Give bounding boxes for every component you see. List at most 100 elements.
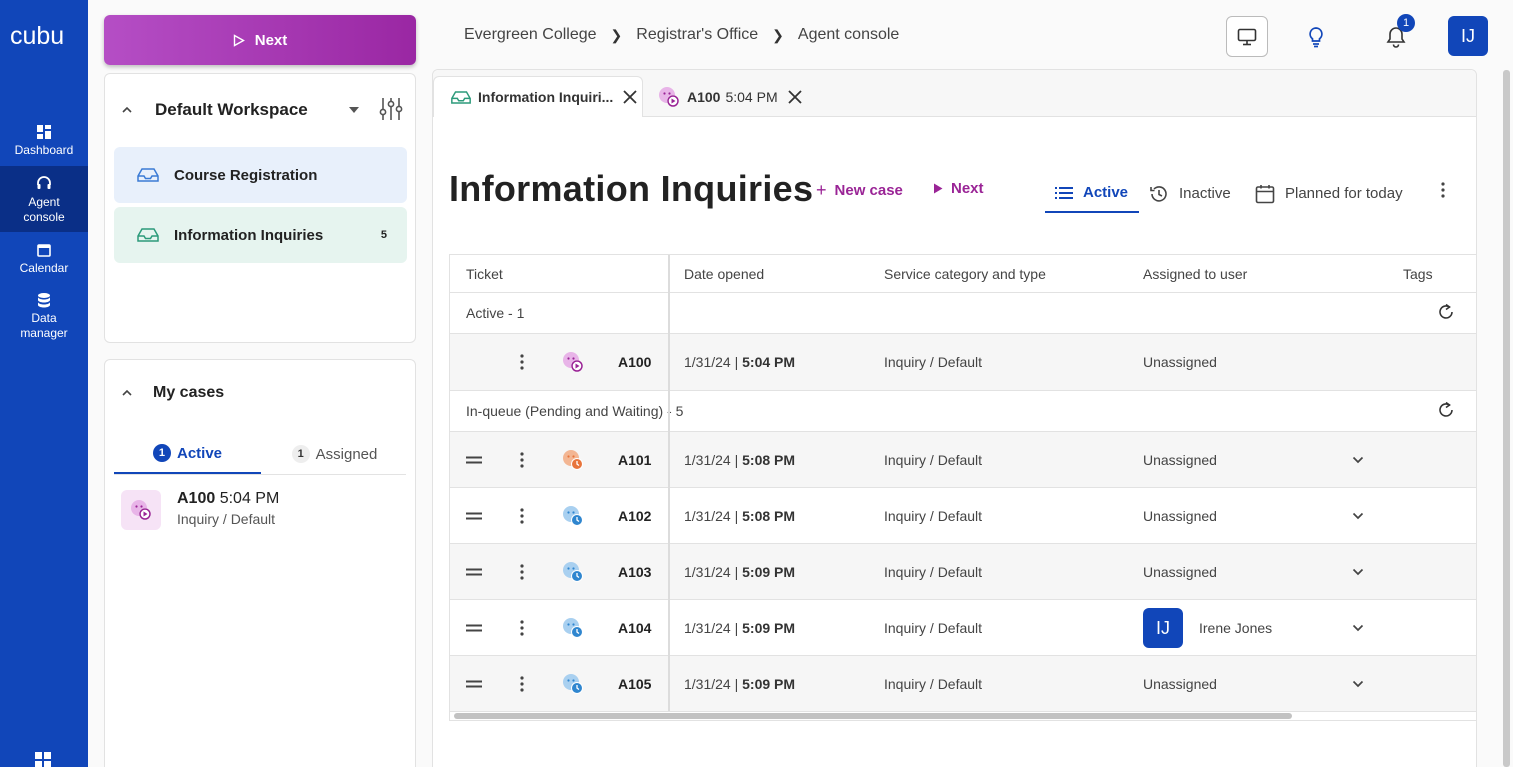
table-row[interactable]: A105 1/31/24 | 5:09 PM Inquiry / Default Un… [450,656,1476,712]
chevron-up-icon[interactable] [121,104,133,116]
column-header-ticket[interactable]: Ticket [466,265,503,282]
more-vert-icon[interactable] [520,620,524,636]
time-value: 5:09 PM [742,564,796,580]
table-row[interactable]: A103 1/31/24 | 5:09 PM Inquiry / Default Un… [450,544,1476,600]
doc-tab-information-inquiries[interactable]: Information Inquiri... [433,76,643,117]
date-value: 1/31/24 | [684,508,743,524]
chevron-down-icon[interactable] [1352,568,1364,576]
breadcrumb-item[interactable]: Registrar's Office [636,26,759,43]
chat-waiting-icon [563,562,583,582]
drag-handle-icon[interactable] [466,567,482,577]
divider [450,487,1476,488]
drag-handle-icon[interactable] [466,511,482,521]
more-vert-icon[interactable] [520,354,524,370]
tab-my-cases-assigned[interactable]: 1 Assigned [261,434,408,474]
more-vert-icon[interactable] [520,508,524,524]
group-header-active: Active - 1 [450,293,1476,333]
drag-handle-icon[interactable] [466,679,482,689]
refresh-icon[interactable] [1437,401,1455,419]
chat-play-icon [563,352,583,372]
chevron-up-icon[interactable] [121,387,133,399]
ticket-number[interactable]: A100 [618,354,652,370]
breadcrumb-item[interactable]: Evergreen College [464,26,597,43]
ticket-number[interactable]: A102 [618,508,652,524]
divider [450,292,1476,293]
chevron-down-icon[interactable] [1352,512,1364,520]
rail-item-label: Data manager [20,311,68,340]
more-vert-icon[interactable] [520,676,524,692]
rail-item-data-manager[interactable]: Data manager [0,292,88,344]
screen-share-button[interactable] [1226,16,1268,57]
tab-label: Assigned [315,445,378,463]
column-header-assigned[interactable]: Assigned to user [1143,265,1248,282]
tab-view-active[interactable]: Active [1045,174,1139,213]
new-case-button[interactable]: + New case [816,180,903,201]
more-vert-icon[interactable] [520,564,524,580]
close-icon[interactable] [787,89,802,104]
notifications-button[interactable]: 1 [1375,14,1417,57]
table-row[interactable]: A104 1/31/24 | 5:09 PM Inquiry / Default IJ… [450,600,1476,656]
vertical-scrollbar[interactable] [1503,70,1510,767]
service-type: Inquiry / Default [884,620,983,636]
tips-button[interactable] [1295,16,1337,57]
chevron-right-icon: ❯ [610,26,623,43]
my-case-item[interactable]: A100 5:04 PM Inquiry / Default [121,490,279,530]
lightbulb-icon [1309,26,1323,47]
assigned-user: Unassigned [1143,508,1217,524]
caret-down-icon[interactable] [349,107,359,113]
next-case-button[interactable]: Next [933,180,984,197]
ticket-number[interactable]: A103 [618,564,652,580]
group-label: In-queue (Pending and Waiting) - 5 [466,403,684,419]
assigned-user: IJ Irene Jones [1143,608,1272,648]
database-icon [38,293,50,308]
nav-rail: cubu Dashboard Agent console Calendar Da… [0,0,88,767]
assigned-user: Unassigned [1143,354,1217,370]
chat-waiting-icon [563,674,583,694]
tab-view-planned-today[interactable]: Planned for today [1255,174,1403,213]
table-row[interactable]: A102 1/31/24 | 5:08 PM Inquiry / Default Un… [450,488,1476,544]
refresh-icon[interactable] [1437,303,1455,321]
case-service: Inquiry / Default [177,511,276,527]
chevron-down-icon[interactable] [1352,680,1364,688]
breadcrumb-item: Agent console [797,26,900,43]
queue-course-registration[interactable]: Course Registration [114,147,407,203]
play-icon [934,183,943,194]
column-header-tags[interactable]: Tags [1403,265,1433,282]
chevron-down-icon[interactable] [1352,456,1364,464]
doc-tab-a100[interactable]: A100 5:04 PM [657,76,802,117]
ticket-number[interactable]: A101 [618,452,652,468]
more-vert-icon[interactable] [520,452,524,468]
main-panel: Information Inquiri... A100 5:04 PM Info… [432,69,1477,767]
divider [450,655,1476,656]
drag-handle-icon[interactable] [466,455,482,465]
chevron-right-icon: ❯ [772,26,784,43]
rail-item-agent-console[interactable]: Agent console [0,166,88,232]
close-icon[interactable] [623,90,637,104]
horizontal-scrollbar[interactable] [454,713,1292,719]
divider [450,543,1476,544]
assigned-user-name: Unassigned [1143,508,1217,524]
column-header-date[interactable]: Date opened [684,265,765,282]
chevron-down-icon[interactable] [1352,624,1364,632]
next-case-label: Next [951,180,984,197]
table-row[interactable]: A101 1/31/24 | 5:08 PM Inquiry / Default Un… [450,432,1476,488]
queue-information-inquiries[interactable]: Information Inquiries 5 [114,207,407,263]
more-vert-icon[interactable] [1441,182,1445,198]
ticket-number[interactable]: A105 [618,676,652,692]
date-opened: 1/31/24 | 5:04 PM [684,354,795,370]
filter-settings-icon[interactable] [379,96,403,122]
table-row[interactable]: A100 1/31/24 | 5:04 PM Inquiry / Default… [450,334,1476,390]
rail-item-dashboard[interactable]: Dashboard [0,124,88,164]
next-button[interactable]: Next [104,15,416,65]
assigned-user-name: Unassigned [1143,564,1217,580]
tab-my-cases-active[interactable]: 1 Active [114,434,261,474]
tab-view-inactive[interactable]: Inactive [1149,174,1231,213]
ticket-number[interactable]: A104 [618,620,652,636]
drag-handle-icon[interactable] [466,623,482,633]
service-type: Inquiry / Default [884,508,983,524]
rail-item-calendar[interactable]: Calendar [0,242,88,282]
assigned-user: Unassigned [1143,564,1217,580]
user-avatar[interactable]: IJ [1448,16,1488,56]
column-header-service[interactable]: Service category and type [884,265,1046,282]
grid-apps-icon[interactable] [35,752,53,767]
